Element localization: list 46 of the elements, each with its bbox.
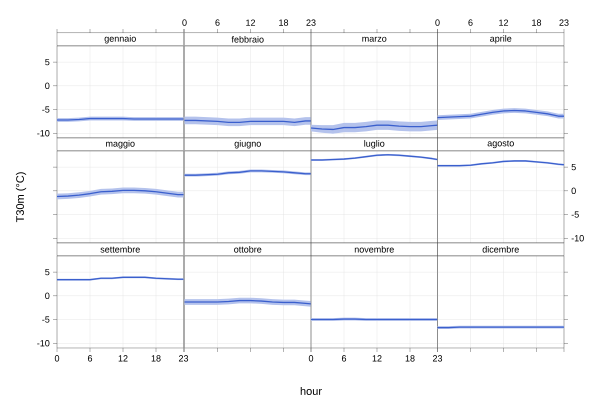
chart-title: marzo	[362, 36, 386, 42]
x-tick-label: 23	[559, 19, 569, 26]
x-tick-label: 6	[88, 355, 92, 362]
y-tick-label: 0	[45, 292, 50, 300]
chart-title: maggio	[106, 140, 135, 148]
x-tick-label: 0	[435, 19, 440, 26]
chart-title: luglio	[364, 140, 384, 148]
y-tick-label: -5	[42, 316, 50, 323]
x-axis-title: hour	[300, 386, 322, 396]
x-tick-label: 12	[246, 20, 256, 26]
x-tick-label: 18	[279, 19, 288, 26]
x-tick-label: 12	[372, 355, 382, 362]
x-tick-label: 18	[152, 355, 161, 362]
x-tick-label: 0	[54, 355, 60, 362]
x-tick-label: 6	[215, 19, 220, 26]
y-tick-label: 5	[45, 268, 50, 276]
chart-title: agosto	[488, 140, 514, 148]
x-tick-label: 0	[182, 19, 187, 26]
y-axis-title: T30m (°C)	[16, 172, 26, 222]
chart-title: dicembre	[482, 246, 519, 253]
chart-title: gennaio	[104, 35, 136, 44]
chart-title: aprile	[490, 35, 512, 44]
y-tick-label: -5	[42, 106, 50, 113]
chart-title: settembre	[100, 246, 140, 253]
x-tick-label: 12	[118, 355, 128, 362]
x-tick-label: 23	[178, 355, 188, 362]
chart-title: novembre	[354, 246, 394, 253]
y-tick-label: -10	[572, 235, 584, 242]
x-tick-label: 23	[432, 355, 442, 362]
y-tick-label: -10	[37, 130, 50, 136]
y-tick-label: 5	[45, 58, 50, 66]
chart-title: giugno	[234, 140, 261, 148]
x-tick-label: 6	[342, 355, 346, 362]
x-tick-label: 0	[308, 355, 314, 362]
x-tick-label: 18	[406, 355, 415, 362]
chart-title: ottobre	[234, 246, 262, 253]
y-tick-label: -10	[37, 340, 50, 346]
x-tick-label: 6	[468, 19, 473, 26]
y-tick-label: 0	[45, 82, 50, 90]
x-tick-label: 12	[499, 20, 508, 26]
y-tick-label: 0	[572, 188, 576, 194]
y-tick-label: 5	[572, 164, 576, 170]
chart-title: febbraio	[232, 36, 264, 43]
x-tick-label: 23	[306, 19, 316, 26]
x-tick-label: 18	[532, 19, 542, 26]
y-tick-label: -5	[572, 211, 579, 218]
